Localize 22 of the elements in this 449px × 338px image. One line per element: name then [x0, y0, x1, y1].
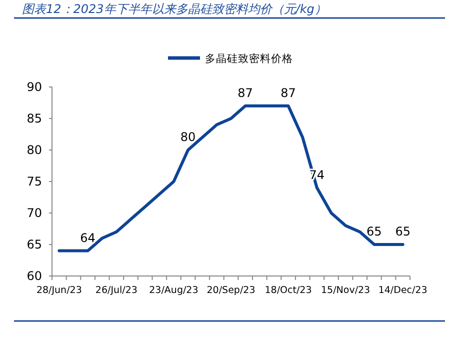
- x-tick-label: 14/Dec/23: [378, 285, 428, 296]
- chart-title: 图表12：2023年下半年以来多晶硅致密料均价（元/kg）: [22, 2, 326, 16]
- data-label: 64: [80, 230, 96, 245]
- data-label: 87: [238, 86, 253, 100]
- y-tick-label: 80: [26, 143, 42, 157]
- x-tick-label: 26/Jul/23: [95, 285, 138, 296]
- y-tick-label: 65: [26, 238, 42, 252]
- y-tick-label: 75: [26, 174, 42, 188]
- x-tick-label: 23/Aug/23: [149, 285, 198, 296]
- data-label: 80: [180, 130, 196, 144]
- y-tick-label: 85: [26, 112, 42, 126]
- y-tick-label: 90: [26, 80, 42, 94]
- y-tick-label: 60: [26, 269, 42, 283]
- data-label: 87: [280, 86, 296, 100]
- data-label: 65: [395, 224, 410, 238]
- x-tick-label: 18/Oct/23: [264, 285, 312, 296]
- x-tick-label: 20/Sep/23: [206, 285, 256, 296]
- data-label: 65: [366, 224, 382, 238]
- legend-label: 多晶硅致密料价格: [205, 52, 293, 65]
- x-tick-label: 28/Jun/23: [36, 285, 82, 296]
- y-tick-label: 70: [26, 206, 42, 220]
- x-tick-label: 15/Nov/23: [320, 285, 370, 296]
